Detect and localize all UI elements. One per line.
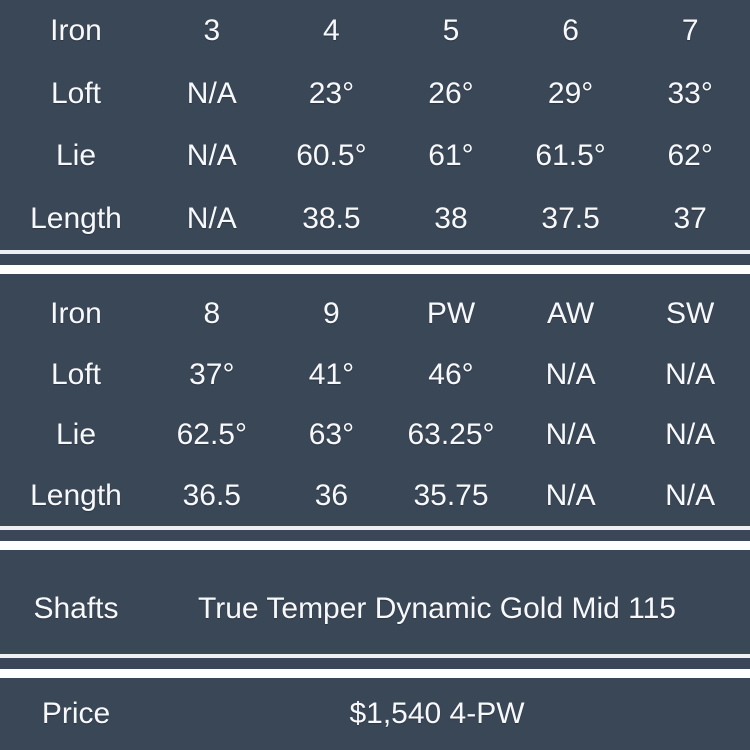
spec-value-cell: 36 [314,478,349,512]
row-label-cell: Loft [50,357,102,391]
spec-value-cell: 62° [667,139,713,173]
spec-value-cell: 37 [673,201,707,235]
table-row-iron: Iron 3 4 5 6 7 [0,0,750,63]
spec-value-cell: 36.5 [182,478,241,512]
spec-value-cell: SW [666,297,715,331]
spec-value-cell: 37° [189,357,235,391]
price-value: $1,540 4-PW [349,697,525,730]
table-row-loft: Loft N/A 23° 26° 29° 33° [0,63,750,126]
spec-value-cell: 29° [547,76,594,110]
spec-value-cell: 63.25° [407,418,495,452]
table-row-length: Length N/A 38.5 38 37.5 37 [0,188,750,251]
table-row-loft: Loft 37° 41° 46° N/A N/A [0,345,750,406]
spec-value-cell: 7 [681,14,699,48]
spec-value-cell: 5 [442,14,460,48]
spec-value-cell: 41° [308,357,355,391]
spec-value-cell: 38.5 [302,201,361,235]
shafts-value: True Temper Dynamic Gold Mid 115 [198,592,676,625]
row-label-cell: Lie [55,418,97,452]
spec-value-cell: N/A [186,139,237,173]
spec-value-cell: N/A [665,478,716,512]
spec-value-cell: N/A [665,357,716,391]
spec-value-cell: 3 [203,14,221,48]
spec-value-cell: N/A [545,357,596,391]
table-row-lie: Lie N/A 60.5° 61° 61.5° 62° [0,125,750,188]
price-section: Price $1,540 4-PW [0,678,750,750]
row-label-cell: Length [30,478,122,512]
spec-value-cell: N/A [545,478,596,512]
spec-value-cell: 37.5 [541,201,600,235]
spec-value-cell: 63° [308,418,355,452]
spec-value-cell: 62.5° [176,418,247,452]
table-row-lie: Lie 62.5° 63° 63.25° N/A N/A [0,405,750,466]
spec-value-cell: PW [426,297,476,331]
row-label-cell: Loft [50,76,102,110]
row-label-cell: Shafts [33,592,119,625]
spec-value-cell: N/A [186,76,237,110]
spec-value-cell: 61° [428,139,474,173]
spec-table-irons-3-7: Iron 3 4 5 6 7 Loft N/A 23° 26° 29° 33° … [0,0,750,250]
spec-value-cell: N/A [186,201,237,235]
row-label-cell: Lie [55,139,97,173]
spec-value-cell: 33° [667,76,713,110]
spec-value-cell: 4 [323,14,340,48]
spec-value-cell: 46° [428,357,474,391]
spec-value-cell: 61.5° [535,139,606,173]
spec-value-cell: 38 [434,201,468,235]
spec-value-cell: 8 [203,297,221,331]
spec-value-cell: AW [546,297,595,331]
shafts-section: Shafts True Temper Dynamic Gold Mid 115 [0,550,750,654]
row-label-cell: Iron [50,297,102,331]
section-divider [0,654,750,678]
spec-table-irons-8-sw: Iron 8 9 PW AW SW Loft 37° 41° 46° N/A N… [0,274,750,526]
table-row-length: Length 36.5 36 35.75 N/A N/A [0,466,750,527]
spec-value-cell: 9 [323,297,340,331]
table-row-shafts: Shafts True Temper Dynamic Gold Mid 115 [0,564,750,654]
spec-value-cell: 60.5° [296,139,367,173]
spec-value-cell: N/A [665,418,716,452]
spec-value-cell: N/A [545,418,596,452]
section-divider [0,250,750,274]
spec-value-cell: 6 [562,14,579,48]
table-row-iron: Iron 8 9 PW AW SW [0,284,750,345]
spec-value-cell: 23° [308,76,355,110]
section-divider [0,526,750,550]
table-row-price: Price $1,540 4-PW [0,678,750,750]
spec-value-cell: 26° [428,76,474,110]
spec-value-cell: 35.75 [413,478,489,512]
row-label-cell: Price [41,697,111,730]
row-label-cell: Length [30,201,122,235]
row-label-cell: Iron [50,14,102,48]
